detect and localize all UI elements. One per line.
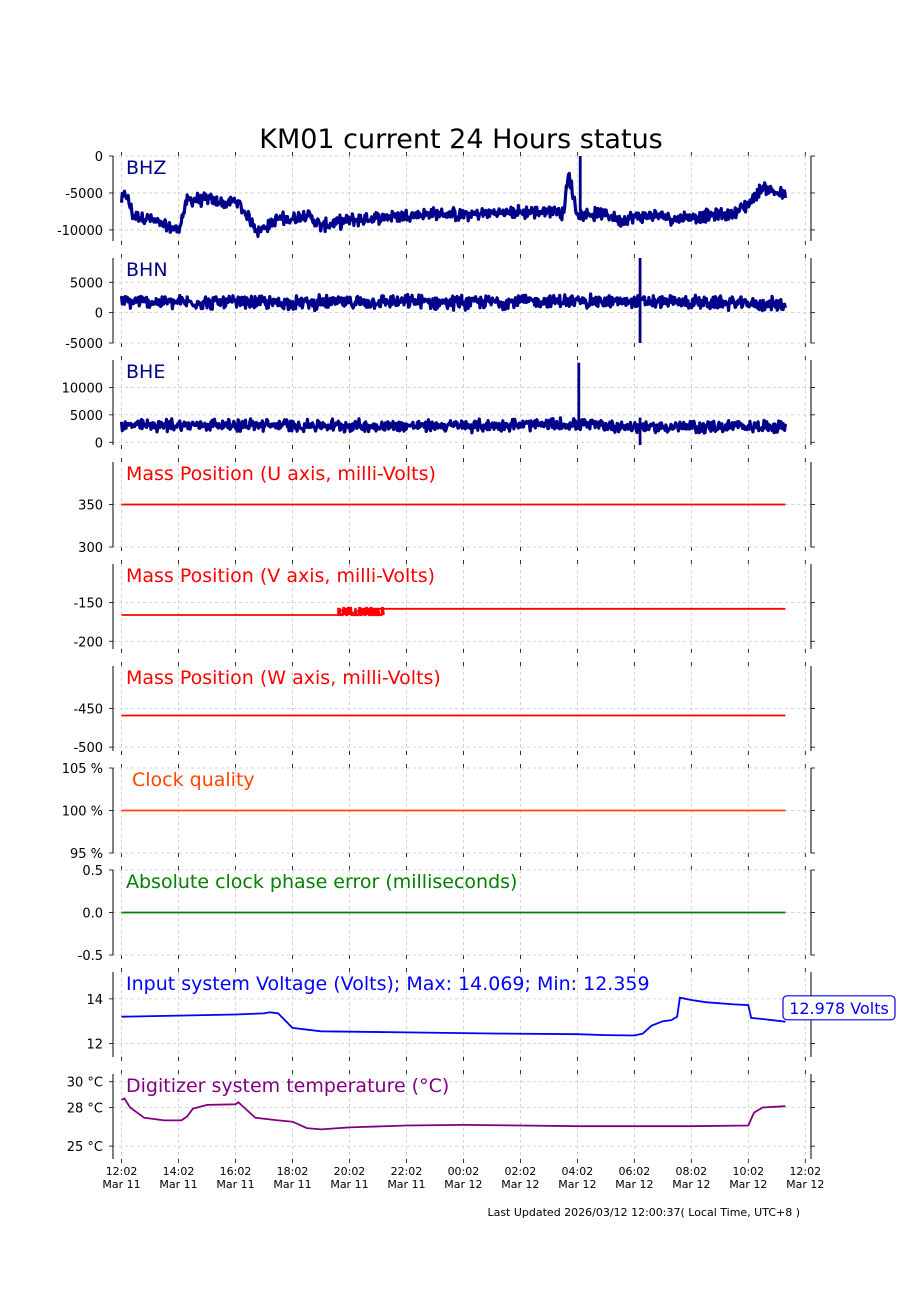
series-line: [121, 996, 786, 1037]
y-tick-label: -450: [73, 703, 103, 718]
x-tick-time: 14:02: [163, 1165, 195, 1178]
panel-label: Mass Position (U axis, milli-Volts): [126, 463, 436, 485]
y-tick-label: 5000: [70, 409, 103, 424]
x-tick-time: 16:02: [220, 1165, 252, 1178]
x-tick-time: 12:02: [789, 1165, 821, 1178]
x-tick-date: Mar 12: [501, 1178, 539, 1191]
y-tick-label: 0.0: [82, 907, 103, 922]
panel-bhn: 5000 0 -5000 BHN: [65, 254, 815, 352]
series-noise: [337, 606, 385, 617]
series-line: [119, 292, 787, 313]
x-tick-time: 10:02: [732, 1165, 764, 1178]
y-tick-label: 12: [86, 1038, 103, 1053]
y-tick-label: 0.5: [82, 864, 103, 879]
last-updated: Last Updated 2026/03/12 12:00:37( Local …: [487, 1206, 800, 1219]
panel-voltage: 14 12 Input system Voltage (Volts); Max: 1…: [86, 968, 896, 1061]
series-line: [121, 607, 786, 616]
panel-label: BHZ: [126, 157, 166, 179]
panels: 0 -5000 -10000 BHZ 5000 0 -5000 BHN 10000 5000 0 BH…: [57, 150, 896, 1163]
x-tick-date: Mar 12: [558, 1178, 596, 1191]
panel-label: Clock quality: [132, 769, 255, 791]
panel-mass_w: -450 -500 Mass Position (W axis, milli-Vol…: [73, 662, 815, 756]
panel-label: BHE: [126, 361, 165, 383]
x-tick-time: 06:02: [619, 1165, 651, 1178]
x-tick-date: Mar 11: [159, 1178, 197, 1191]
x-tick-date: Mar 12: [729, 1178, 767, 1191]
x-tick-date: Mar 11: [273, 1178, 311, 1191]
x-tick-date: Mar 11: [216, 1178, 254, 1191]
panel-label: Input system Voltage (Volts); Max: 14.06…: [126, 973, 650, 995]
panel-label: Mass Position (V axis, milli-Volts): [126, 565, 435, 587]
x-tick-date: Mar 12: [615, 1178, 653, 1191]
x-tick-date: Mar 11: [102, 1178, 140, 1191]
x-tick-time: 20:02: [334, 1165, 366, 1178]
panel-label: Mass Position (W axis, milli-Volts): [126, 667, 441, 689]
y-tick-label: 350: [78, 499, 103, 514]
panel-bhz: 0 -5000 -10000 BHZ: [57, 150, 815, 245]
x-tick-date: Mar 12: [786, 1178, 824, 1191]
panel-temperature: 30 °C 28 °C 25 °C Digitizer system temperat…: [67, 1070, 815, 1163]
x-tick-time: 22:02: [391, 1165, 423, 1178]
panel-label: Absolute clock phase error (milliseconds…: [126, 871, 517, 893]
panel-bhe: 10000 5000 0 BHE: [62, 356, 815, 451]
series-line: [119, 171, 787, 238]
x-tick-date: Mar 11: [387, 1178, 425, 1191]
y-tick-label: 0: [95, 436, 103, 451]
x-tick-date: Mar 11: [330, 1178, 368, 1191]
series-line: [119, 416, 787, 435]
panel-mass_u: 350 300 Mass Position (U axis, milli-Volts…: [78, 458, 815, 556]
y-tick-label: 100 %: [62, 805, 103, 820]
y-tick-label: 300: [78, 541, 103, 556]
y-tick-label: 105 %: [62, 762, 103, 777]
voltage-annotation: 12.978 Volts: [789, 999, 889, 1018]
x-tick-time: 02:02: [505, 1165, 537, 1178]
x-tick-time: 00:02: [448, 1165, 480, 1178]
y-tick-label: 10000: [62, 381, 103, 396]
x-tick-time: 08:02: [675, 1165, 707, 1178]
y-tick-label: 0: [95, 307, 103, 322]
y-tick-label: 95 %: [70, 847, 103, 862]
y-tick-label: 30 °C: [67, 1076, 103, 1091]
figure-title: KM01 current 24 Hours status: [259, 124, 663, 155]
x-tick-time: 18:02: [277, 1165, 309, 1178]
panel-label: Digitizer system temperature (°C): [126, 1075, 449, 1097]
x-tick-time: 12:02: [106, 1165, 138, 1178]
y-tick-label: -10000: [57, 224, 103, 239]
x-tick-date: Mar 12: [672, 1178, 710, 1191]
panel-clock: 105 % 100 % 95 % Clock quality: [62, 762, 815, 862]
y-tick-label: 28 °C: [67, 1101, 103, 1116]
panel-mass_v: -150 -200 Mass Position (V axis, milli-Vol…: [73, 560, 815, 653]
x-tick-date: Mar 12: [444, 1178, 482, 1191]
y-tick-label: -5000: [65, 187, 103, 202]
y-tick-label: 0: [95, 150, 103, 165]
panel-label: BHN: [126, 259, 168, 281]
panel-phase: 0.5 0.0 -0.5 Absolute clock phase error (mi…: [78, 864, 815, 964]
voltage-annotation-box: [782, 995, 896, 1021]
y-tick-label: -0.5: [78, 949, 103, 964]
x-tick-time: 04:02: [562, 1165, 594, 1178]
y-tick-label: 14: [86, 993, 103, 1008]
y-tick-label: 25 °C: [67, 1140, 103, 1155]
y-tick-label: -150: [73, 597, 103, 612]
y-tick-label: -200: [73, 635, 103, 650]
series-line: [121, 1097, 786, 1131]
y-tick-label: 5000: [70, 276, 103, 291]
y-tick-label: -5000: [65, 337, 103, 352]
y-tick-label: -500: [73, 741, 103, 756]
